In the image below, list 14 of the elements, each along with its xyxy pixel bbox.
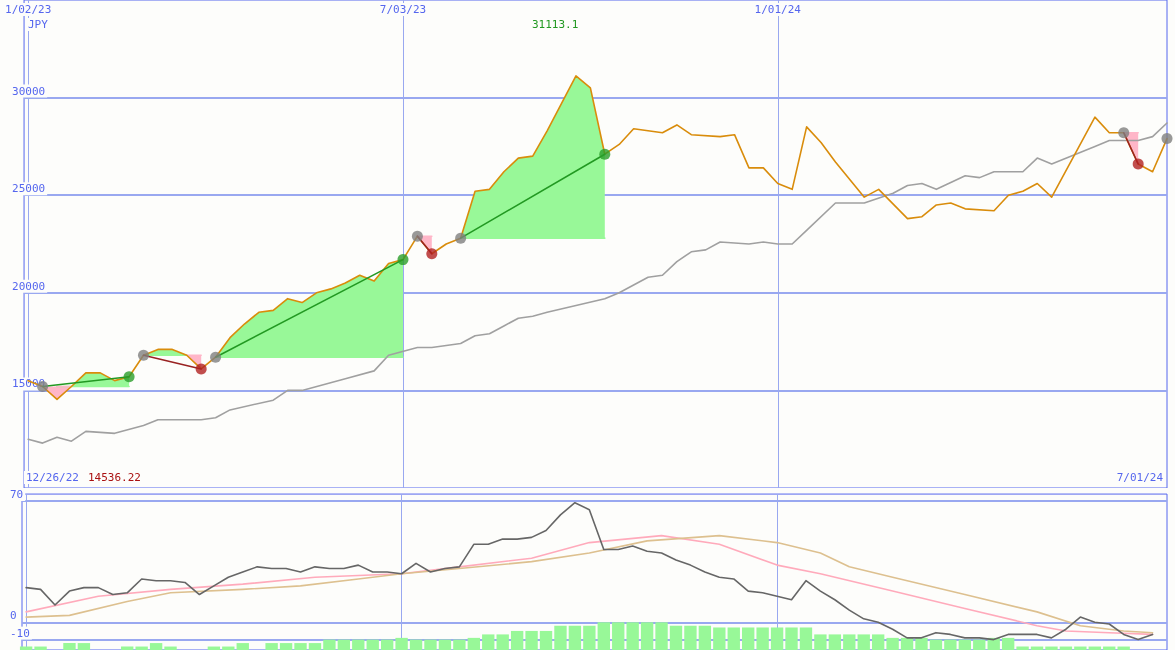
y-tick-label: 30000	[12, 84, 46, 98]
y-tick-label: 20000	[12, 279, 46, 293]
annotation: 31113.1	[532, 18, 579, 31]
y-axis-title: JPY	[28, 18, 49, 31]
x-tick-label: 1/01/24	[754, 3, 802, 16]
x-tick-label: 1/02/23	[5, 3, 52, 16]
y-tick-label: 25000	[12, 182, 46, 196]
y-tick-label: 0	[10, 609, 17, 623]
y-tick-label: -10	[10, 626, 30, 640]
annotation: 12/26/22	[26, 471, 79, 484]
annotation: 7/01/24	[1116, 471, 1164, 484]
annotation: 14536.22	[88, 471, 141, 484]
x-tick-label: 7/03/23	[379, 3, 427, 16]
y-tick-label: 70	[10, 488, 24, 501]
